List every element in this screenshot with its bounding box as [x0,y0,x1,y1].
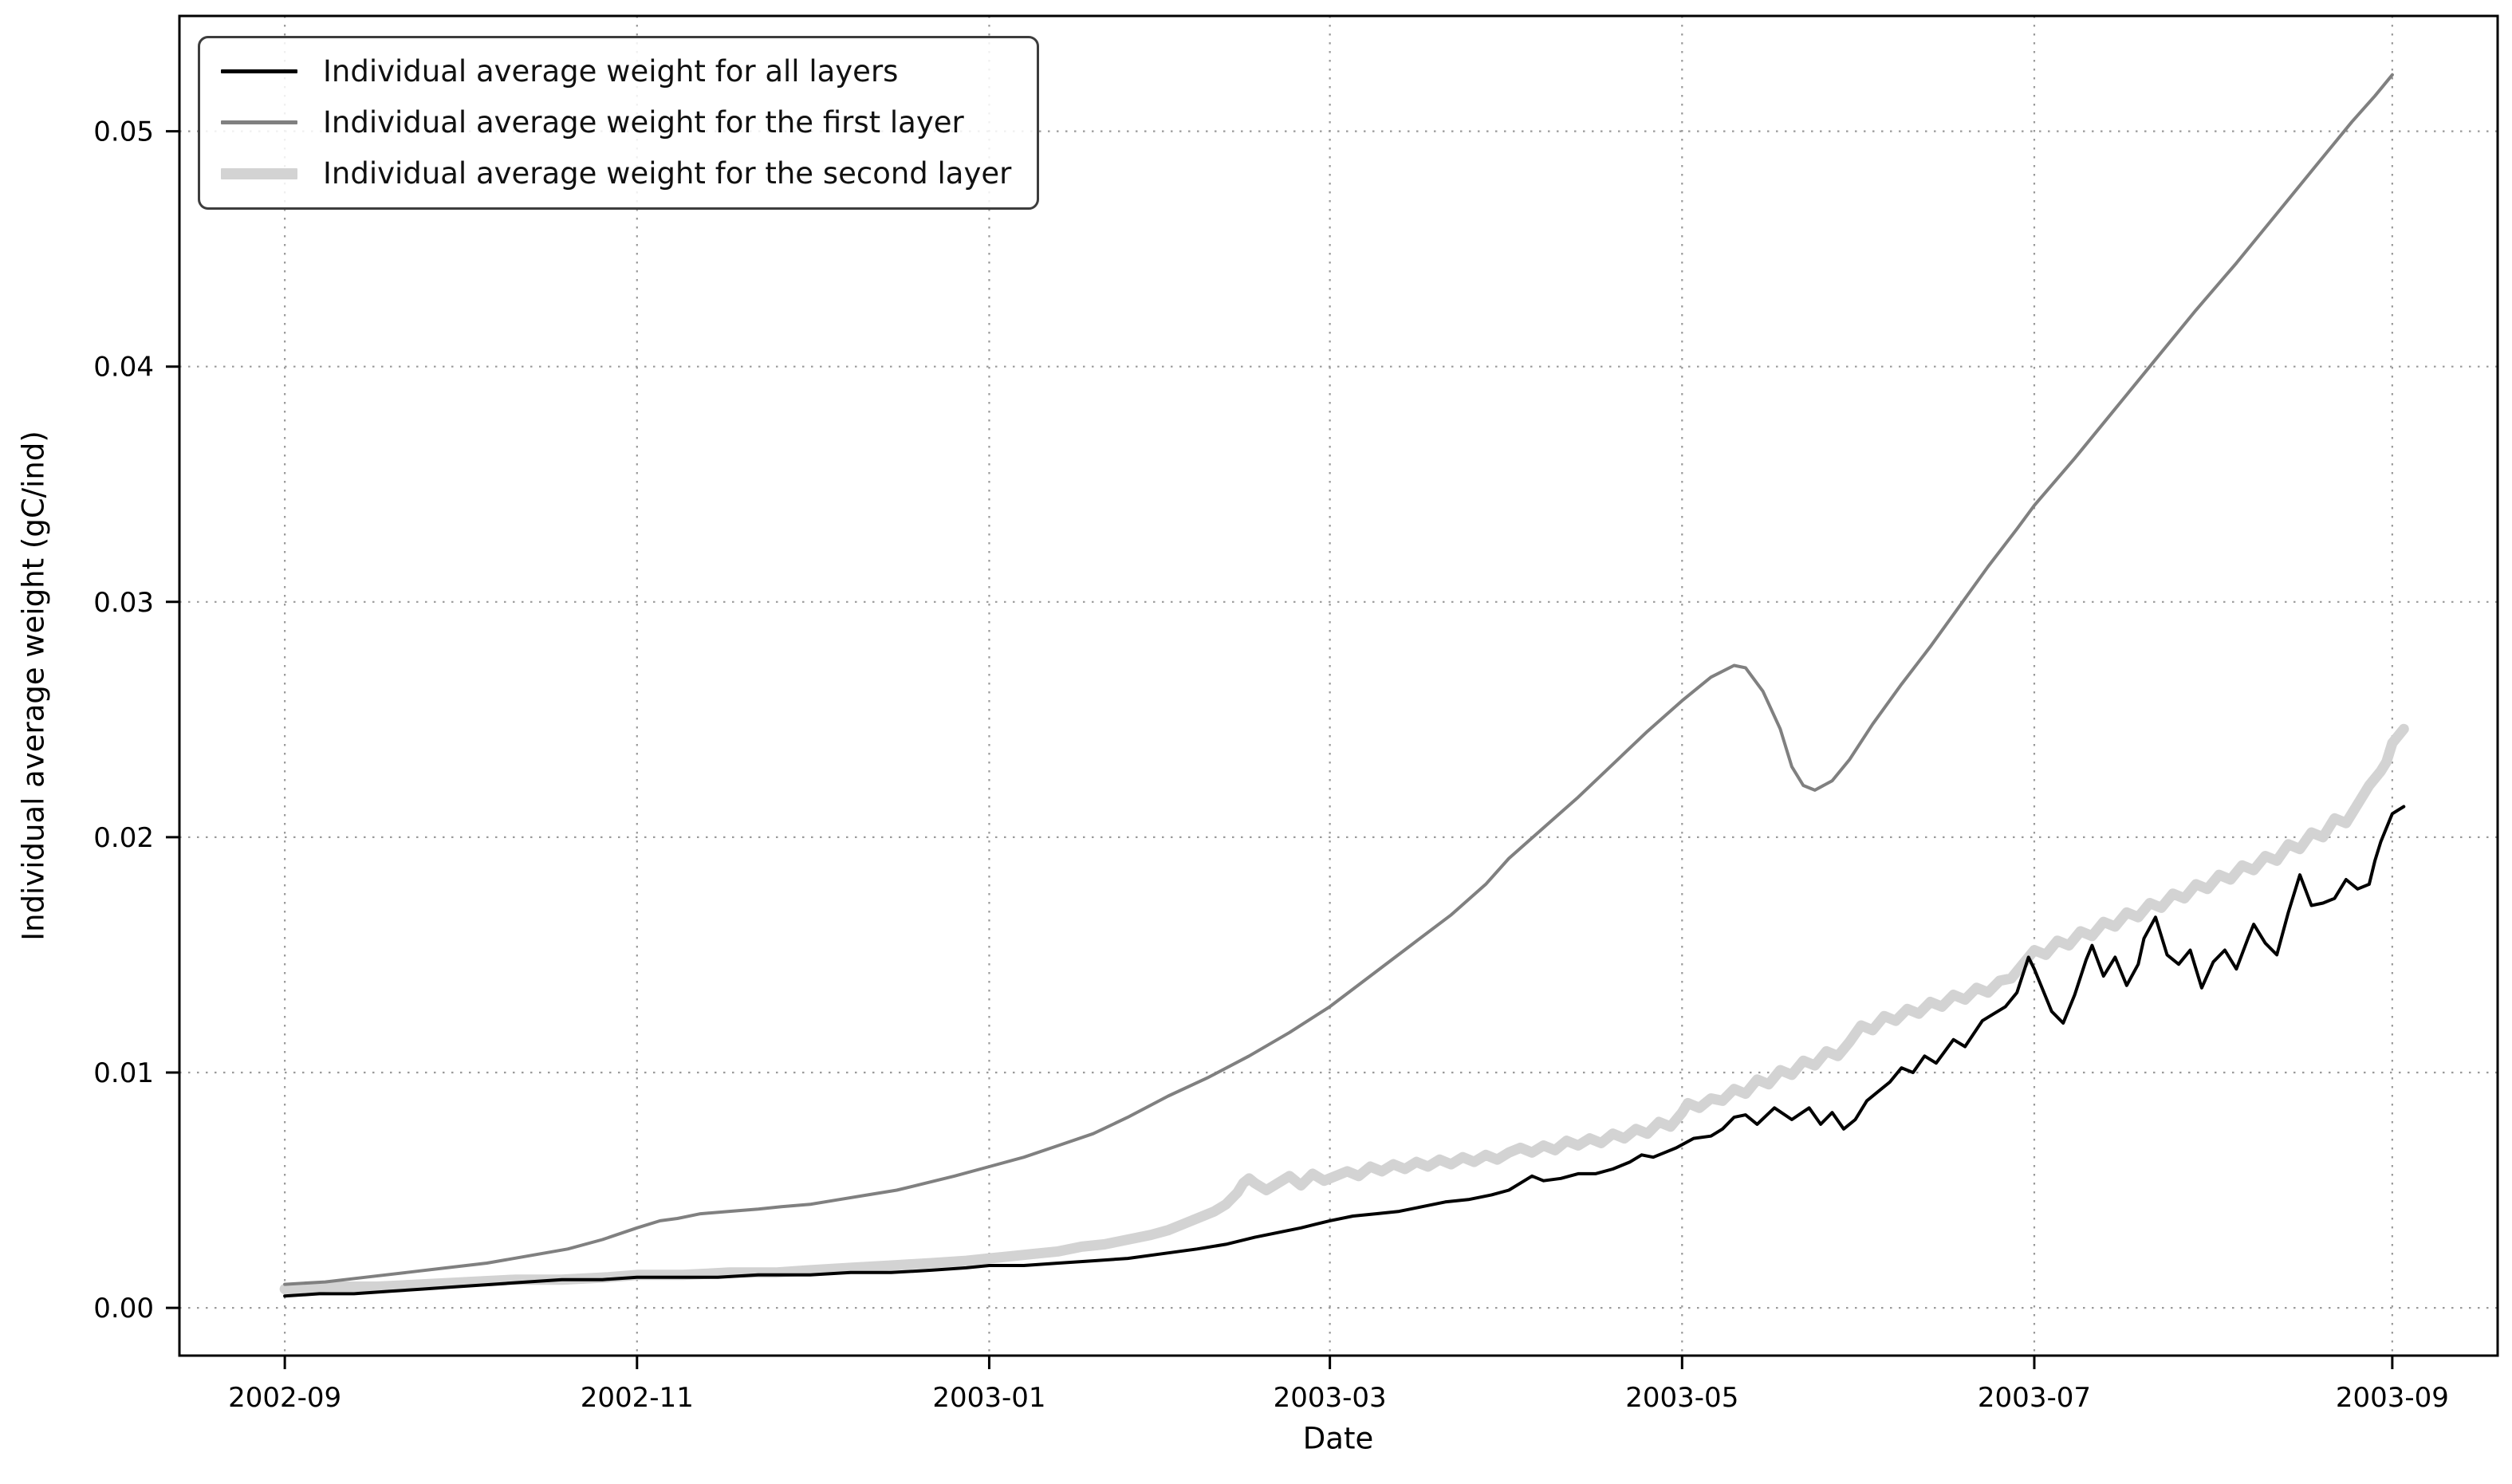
series-line-all-layers [283,805,2406,1298]
x-tick-label: 2002-11 [581,1382,694,1414]
y-axis-title: Individual average weight (gC/ind) [16,431,51,941]
x-tick-label: 2003-01 [932,1382,1045,1414]
y-tick-label: 0.04 [93,352,154,384]
legend-line-sample-first-layer [221,120,297,125]
legend-label: Individual average weight for the second… [323,155,1012,191]
legend-item-first-layer: Individual average weight for the first … [221,103,1011,143]
x-axis-title: Date [1302,1421,1374,1456]
x-tick-label: 2003-03 [1274,1382,1387,1414]
x-tick-label: 2002-09 [228,1382,341,1414]
x-tick-label: 2003-09 [2336,1382,2449,1414]
x-tick-label: 2003-07 [1978,1382,2091,1414]
x-tick-label: 2003-05 [1625,1382,1738,1414]
y-tick-label: 0.02 [93,822,154,854]
y-tick-label: 0.03 [93,587,154,619]
legend-label: Individual average weight for the first … [323,104,964,140]
series-line-first-layer [283,73,2394,1286]
legend: Individual average weight for all layers… [198,36,1040,210]
legend-line-sample-all-layers [221,69,297,74]
y-tick-label: 0.01 [93,1057,154,1089]
legend-item-second-layer: Individual average weight for the second… [221,154,1011,194]
legend-label: Individual average weight for all layers [323,54,899,89]
y-tick-label: 0.05 [93,116,154,148]
legend-item-all-layers: Individual average weight for all layers [221,52,1011,92]
y-tick-label: 0.00 [93,1293,154,1325]
legend-line-sample-second-layer [221,167,297,179]
plot-frame [178,14,2499,1357]
series-line-second-layer [279,723,2409,1294]
